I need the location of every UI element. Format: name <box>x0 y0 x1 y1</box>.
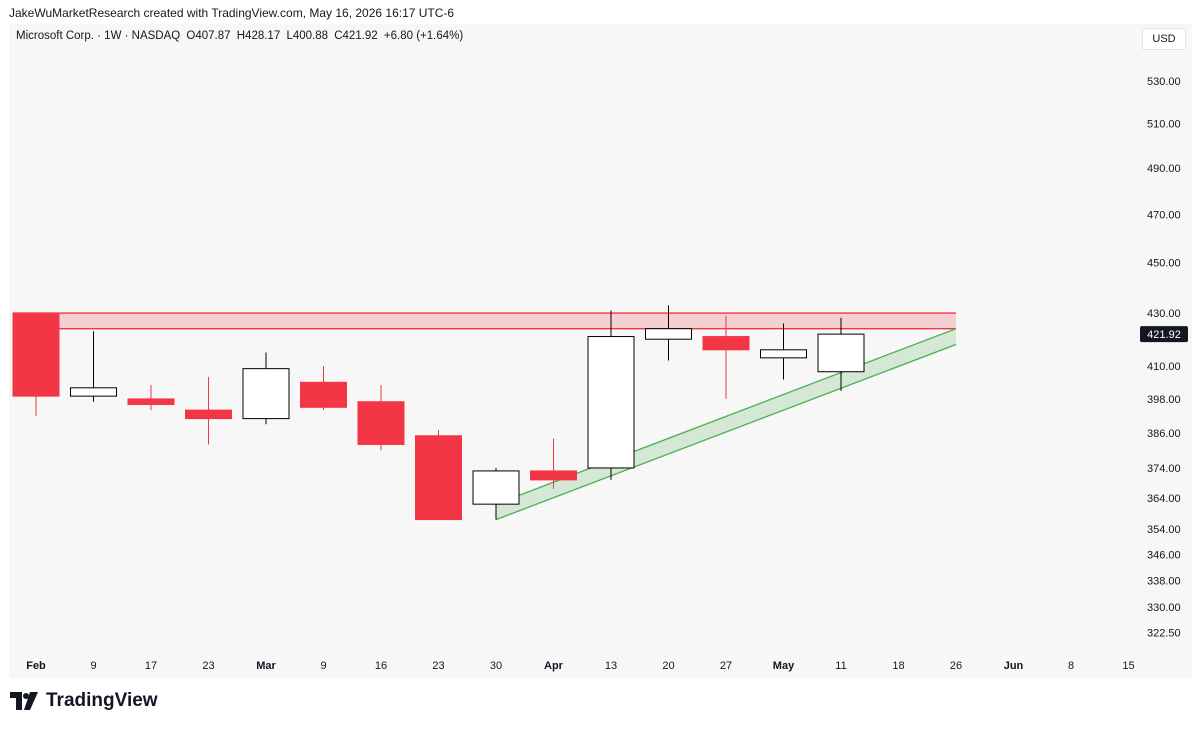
candle[interactable] <box>242 352 290 425</box>
brand-name: TradingView <box>46 690 158 711</box>
x-tick-label: 18 <box>892 660 904 672</box>
candle-body <box>587 336 635 469</box>
y-tick-label: 354.00 <box>1147 524 1181 536</box>
candle-body <box>357 401 405 445</box>
x-tick-label: 8 <box>1068 660 1074 672</box>
candle[interactable] <box>645 305 692 361</box>
resistance-band[interactable] <box>13 313 956 329</box>
y-tick-label: 364.00 <box>1147 493 1181 505</box>
y-tick-label: 374.00 <box>1147 463 1181 475</box>
x-tick-label: 11 <box>835 660 846 672</box>
y-tick-label: 510.00 <box>1147 119 1181 131</box>
candle[interactable] <box>127 385 175 411</box>
low-value: L400.88 <box>286 30 329 42</box>
candle[interactable] <box>817 317 865 391</box>
candle-body <box>415 435 462 521</box>
high-value: H428.17 <box>236 30 281 42</box>
x-tick-label: 9 <box>90 660 96 672</box>
candle-body <box>817 333 865 373</box>
x-tick-label: 17 <box>145 660 157 672</box>
candle[interactable] <box>415 430 462 521</box>
candle[interactable] <box>12 312 60 416</box>
candle[interactable] <box>300 365 347 411</box>
y-tick-label: 322.50 <box>1147 627 1181 639</box>
x-tick-label: 23 <box>432 660 444 672</box>
y-tick-label: 330.00 <box>1147 602 1181 614</box>
candle-body <box>702 336 750 351</box>
tradingview-logo-icon <box>10 692 38 710</box>
candle-body <box>530 470 577 481</box>
support-lower-line[interactable] <box>495 343 957 521</box>
candle[interactable] <box>760 323 807 380</box>
candle-body <box>70 387 117 397</box>
x-tick-label: 16 <box>375 660 387 672</box>
x-tick-label: 23 <box>202 660 214 672</box>
candle-body <box>185 409 232 420</box>
chart-credit: JakeWuMarketResearch created with Tradin… <box>9 6 455 20</box>
close-value: C421.92 <box>334 30 378 42</box>
candle-body <box>127 398 175 406</box>
x-tick-label: 15 <box>1122 660 1134 672</box>
x-tick-label: 26 <box>950 660 962 672</box>
x-tick-label: 13 <box>605 660 617 672</box>
x-tick-label: 30 <box>490 660 502 672</box>
candle[interactable] <box>472 467 520 520</box>
x-tick-label: May <box>773 660 795 672</box>
x-tick-label: Jun <box>1004 660 1024 672</box>
candle-body <box>645 328 692 340</box>
last-price-badge <box>1140 326 1188 343</box>
y-tick-label: 470.00 <box>1147 209 1181 221</box>
x-tick-label: 9 <box>320 660 326 672</box>
candle[interactable] <box>530 438 577 489</box>
currency-button[interactable]: USD <box>1142 28 1186 50</box>
y-tick-label: 490.00 <box>1147 163 1181 175</box>
candle-body <box>242 368 290 420</box>
candle[interactable] <box>70 331 117 402</box>
open-value: O407.87 <box>186 30 231 42</box>
x-tick-label: 20 <box>662 660 674 672</box>
y-tick-label: 410.00 <box>1147 361 1181 373</box>
candle-body <box>472 470 520 505</box>
candle-body <box>300 381 347 408</box>
y-tick-label: 530.00 <box>1147 76 1181 88</box>
change-value: +6.80 (+1.64%) <box>383 30 464 42</box>
x-tick-label: 27 <box>720 660 732 672</box>
candle[interactable] <box>185 376 232 445</box>
y-tick-label: 450.00 <box>1147 258 1181 270</box>
last-price-label: 421.92 <box>1147 329 1181 341</box>
candle-body <box>12 312 60 397</box>
candle[interactable] <box>587 310 635 480</box>
y-tick-label: 386.00 <box>1147 428 1181 440</box>
y-tick-label: 346.00 <box>1147 549 1181 561</box>
x-tick-label: Mar <box>256 660 276 672</box>
y-tick-label: 430.00 <box>1147 308 1181 320</box>
y-tick-label: 398.00 <box>1147 394 1181 406</box>
tradingview-brand[interactable]: TradingView <box>10 690 158 712</box>
y-tick-label: 338.00 <box>1147 575 1181 587</box>
candle-body <box>760 349 807 359</box>
symbol-legend: Microsoft Corp. · 1W · NASDAQ O407.87 H4… <box>16 30 466 42</box>
candle[interactable] <box>702 315 750 399</box>
candle[interactable] <box>357 385 405 451</box>
x-tick-label: Feb <box>26 660 46 672</box>
symbol-name: Microsoft Corp. · 1W · NASDAQ <box>16 30 181 42</box>
x-tick-label: Apr <box>544 660 564 672</box>
